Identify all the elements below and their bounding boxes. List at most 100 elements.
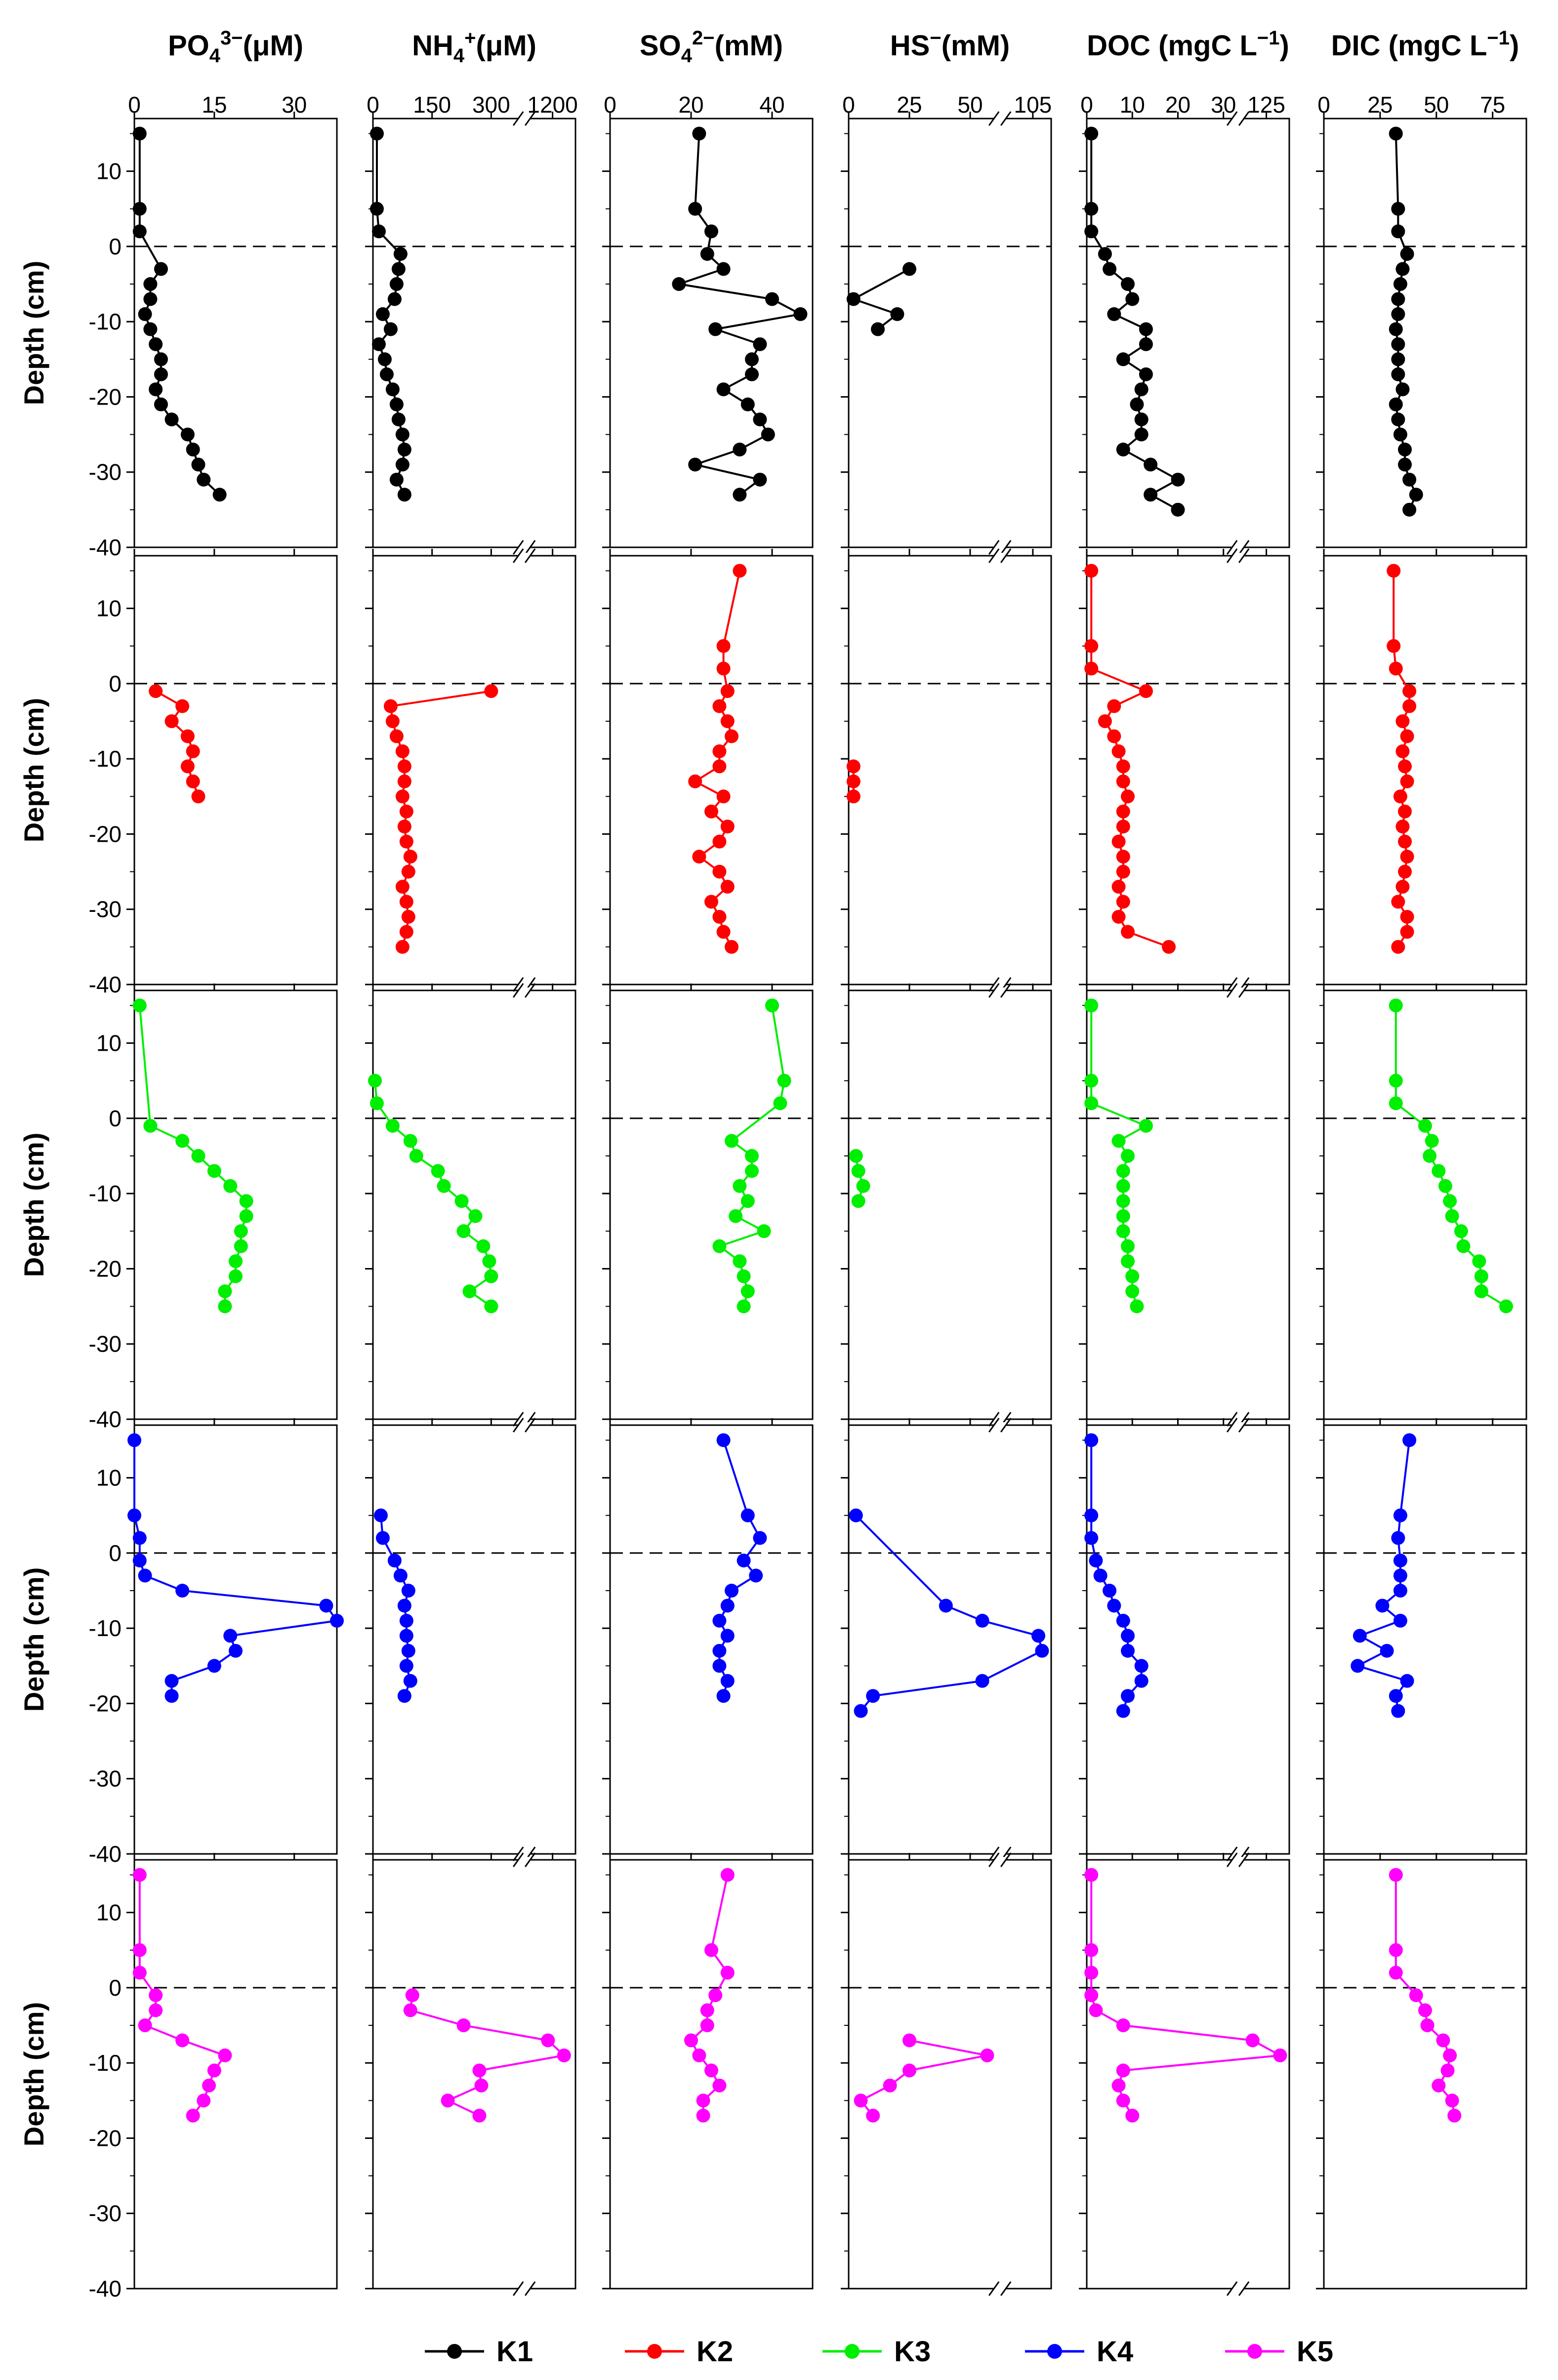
data-point: [1134, 1674, 1148, 1688]
axis-break-gap: [994, 1422, 1006, 1428]
data-point: [212, 488, 227, 502]
panel-frame: [372, 118, 576, 548]
data-point: [472, 2108, 487, 2123]
data-point: [708, 322, 723, 336]
data-point: [1447, 2108, 1462, 2123]
data-point: [737, 1299, 751, 1313]
data-point: [1456, 1239, 1471, 1253]
axis-break-mark: [512, 1852, 524, 1867]
panel-frame: [133, 1859, 338, 2290]
y-tick-label: -20: [89, 1256, 122, 1281]
data-point: [856, 1179, 870, 1193]
axis-break-mark: [524, 111, 536, 126]
data-point: [1121, 1689, 1135, 1703]
panel-K2-dic: [1316, 549, 1527, 985]
data-point: [441, 2093, 455, 2108]
data-point: [1116, 2063, 1130, 2078]
axis-break-mark: [1000, 111, 1012, 126]
data-point: [716, 262, 731, 276]
data-point: [399, 895, 413, 909]
axis-break-mark: [524, 2281, 536, 2296]
data-point: [138, 1568, 152, 1583]
data-point: [395, 457, 410, 472]
data-point: [186, 2108, 200, 2123]
data-point: [218, 1299, 232, 1313]
data-point: [1121, 1629, 1135, 1643]
data-point: [1389, 1689, 1403, 1703]
data-point: [1116, 759, 1130, 774]
axis-break-mark: [988, 1847, 1000, 1861]
y-tick-label: 0: [109, 234, 122, 259]
y-tick-label: -20: [89, 384, 122, 410]
data-point: [1084, 1988, 1099, 2003]
data-point: [229, 1269, 243, 1283]
row-K3: Depth (cm) 10 0 -10 -20 -30 -40: [18, 983, 1527, 1432]
data-point: [186, 443, 200, 457]
data-point: [1111, 880, 1126, 894]
data-point: [883, 2078, 897, 2093]
panel-frame: [1323, 555, 1527, 985]
data-point: [1098, 714, 1112, 729]
data-point: [1111, 1134, 1126, 1148]
data-point: [849, 1149, 863, 1163]
data-point: [1093, 1568, 1107, 1583]
data-point: [399, 1659, 413, 1673]
axis-break-gap: [994, 544, 1006, 550]
data-point: [1121, 789, 1135, 804]
data-point: [1420, 2018, 1435, 2033]
data-point: [1423, 1149, 1437, 1163]
data-point: [1474, 1269, 1488, 1283]
data-point: [749, 1568, 763, 1583]
data-point: [1402, 502, 1417, 517]
data-point: [1400, 909, 1414, 924]
data-point: [395, 744, 410, 758]
panel-frame: [1086, 118, 1290, 548]
data-point: [127, 1433, 141, 1447]
row-K2: Depth (cm) 10 0 -10 -20 -30 -40: [18, 548, 1527, 997]
data-point: [720, 684, 735, 698]
data-point: [753, 412, 767, 427]
data-point: [712, 834, 727, 849]
data-point: [164, 1689, 179, 1703]
y-axis-label: Depth (cm): [18, 1133, 49, 1277]
axis-break-mark: [1000, 1418, 1012, 1433]
data-point: [1400, 729, 1414, 743]
data-point: [1103, 262, 1117, 276]
panel-frame: [1086, 1859, 1290, 2290]
axis-break-mark: [1226, 1847, 1238, 1861]
data-point: [484, 1299, 498, 1313]
data-point: [1116, 2018, 1130, 2033]
data-point: [557, 2048, 571, 2062]
panel-frame: [1323, 1859, 1527, 2290]
data-point: [1445, 2093, 1459, 2108]
data-point: [399, 925, 413, 939]
panel-frame: [1323, 118, 1527, 548]
y-tick-label: -40: [89, 1406, 122, 1432]
y-tick-label: -40: [89, 2276, 122, 2301]
data-point: [1139, 367, 1153, 381]
y-tick-label: 0: [109, 1975, 122, 2001]
data-point: [704, 224, 718, 239]
data-point: [696, 2108, 710, 2123]
y-tick-label: -10: [89, 2050, 122, 2076]
data-point: [132, 998, 147, 1013]
data-point: [1121, 1149, 1135, 1163]
data-point: [700, 2018, 714, 2033]
panel-K5-dic: [1316, 1853, 1527, 2290]
panel-K4-hs: [841, 1418, 1052, 1861]
data-point: [1474, 1284, 1488, 1299]
data-point: [1398, 834, 1412, 849]
data-point: [229, 1254, 243, 1269]
y-tick-label: -10: [89, 309, 122, 334]
data-point: [849, 1508, 863, 1522]
data-point: [1389, 1966, 1403, 1980]
panel-K4-po4: 10 0 -10 -20 -30 -40: [89, 1418, 344, 1867]
series-line-K1: [1090, 133, 1180, 511]
y-axis-label: Depth (cm): [18, 1567, 49, 1712]
data-point: [1402, 472, 1417, 487]
data-point: [395, 880, 410, 894]
column-title-dic: DIC (mgC L−1): [1331, 27, 1519, 62]
data-point: [143, 292, 158, 306]
panel-K4-dic: [1316, 1418, 1527, 1855]
data-point: [851, 1194, 865, 1208]
